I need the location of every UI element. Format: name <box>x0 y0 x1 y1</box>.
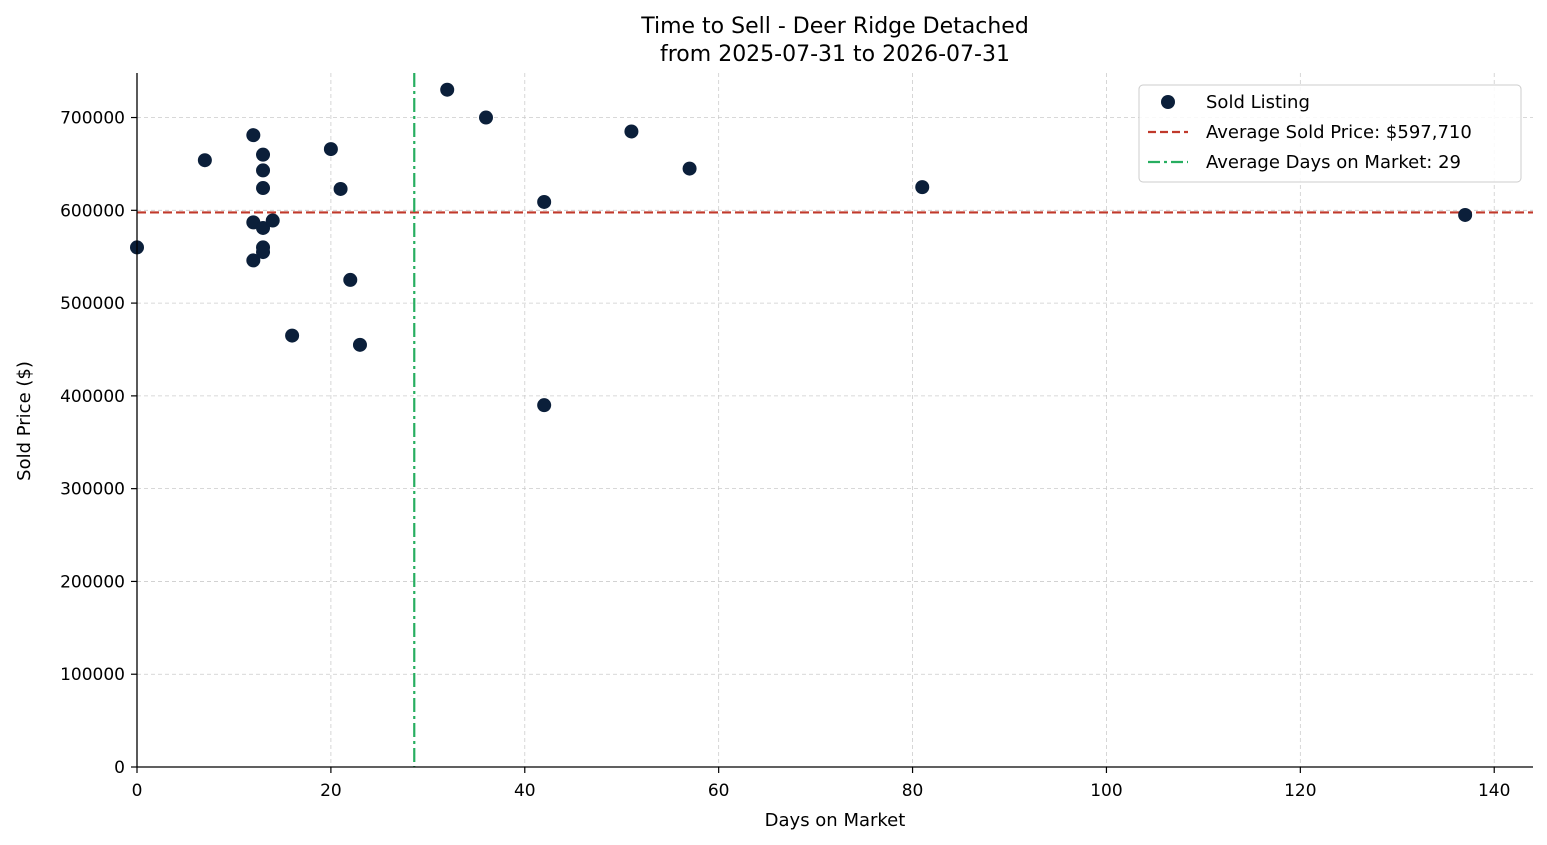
y-tick-label: 300000 <box>60 480 125 500</box>
y-axis-label: Sold Price ($) <box>14 361 35 481</box>
legend-entry: Average Days on Market: 29 <box>1206 152 1461 173</box>
data-point <box>256 163 271 178</box>
chart-title: Time to Sell - Deer Ridge Detached <box>640 14 1029 39</box>
data-point <box>682 161 697 176</box>
y-tick-label: 600000 <box>60 201 125 221</box>
x-tick-label: 100 <box>1090 781 1122 801</box>
data-point <box>256 147 271 162</box>
data-point <box>285 328 300 343</box>
data-point <box>343 272 358 287</box>
chart-subtitle: from 2025-07-31 to 2026-07-31 <box>660 42 1010 67</box>
data-point <box>256 220 271 235</box>
grid-layer <box>137 73 1533 767</box>
data-point <box>265 213 280 228</box>
data-point <box>256 181 271 196</box>
data-point <box>537 194 552 209</box>
data-point <box>537 398 552 413</box>
x-tick-label: 60 <box>708 781 730 801</box>
data-point <box>352 337 367 352</box>
x-tick-label: 0 <box>132 781 143 801</box>
data-point <box>323 142 338 157</box>
data-point <box>333 181 348 196</box>
data-point <box>246 253 261 268</box>
y-tick-label: 700000 <box>60 109 125 129</box>
y-tick-label: 500000 <box>60 294 125 314</box>
y-tick-label: 100000 <box>60 665 125 685</box>
y-tick-label: 200000 <box>60 572 125 592</box>
x-tick-label: 40 <box>514 781 536 801</box>
axes: 0 20 40 60 80 100 120 140 0 100000 200000 300000 400… <box>60 73 1533 801</box>
data-point <box>479 110 493 125</box>
legend-marker-sold-listing <box>1161 95 1175 109</box>
x-tick-label: 20 <box>320 781 342 801</box>
data-point <box>246 128 261 143</box>
x-tick-label: 140 <box>1478 781 1510 801</box>
data-point <box>197 153 212 168</box>
data-point <box>256 245 271 260</box>
data-point <box>1458 207 1473 222</box>
x-tick-label: 80 <box>902 781 924 801</box>
legend-entry: Sold Listing <box>1206 92 1310 113</box>
data-points <box>130 82 1473 413</box>
x-tick-label: 120 <box>1284 781 1316 801</box>
legend-box <box>1138 84 1522 183</box>
x-axis-label: Days on Market <box>765 810 906 831</box>
reference-lines <box>137 73 1533 767</box>
y-tick-label: 400000 <box>60 387 125 407</box>
y-tick-label: 0 <box>114 758 125 778</box>
data-point <box>624 124 639 139</box>
data-point <box>440 82 455 97</box>
legend: Sold Listing Average Sold Price: $597,710… <box>1138 84 1522 183</box>
legend-entry: Average Sold Price: $597,710 <box>1206 122 1472 143</box>
data-point <box>915 180 930 195</box>
